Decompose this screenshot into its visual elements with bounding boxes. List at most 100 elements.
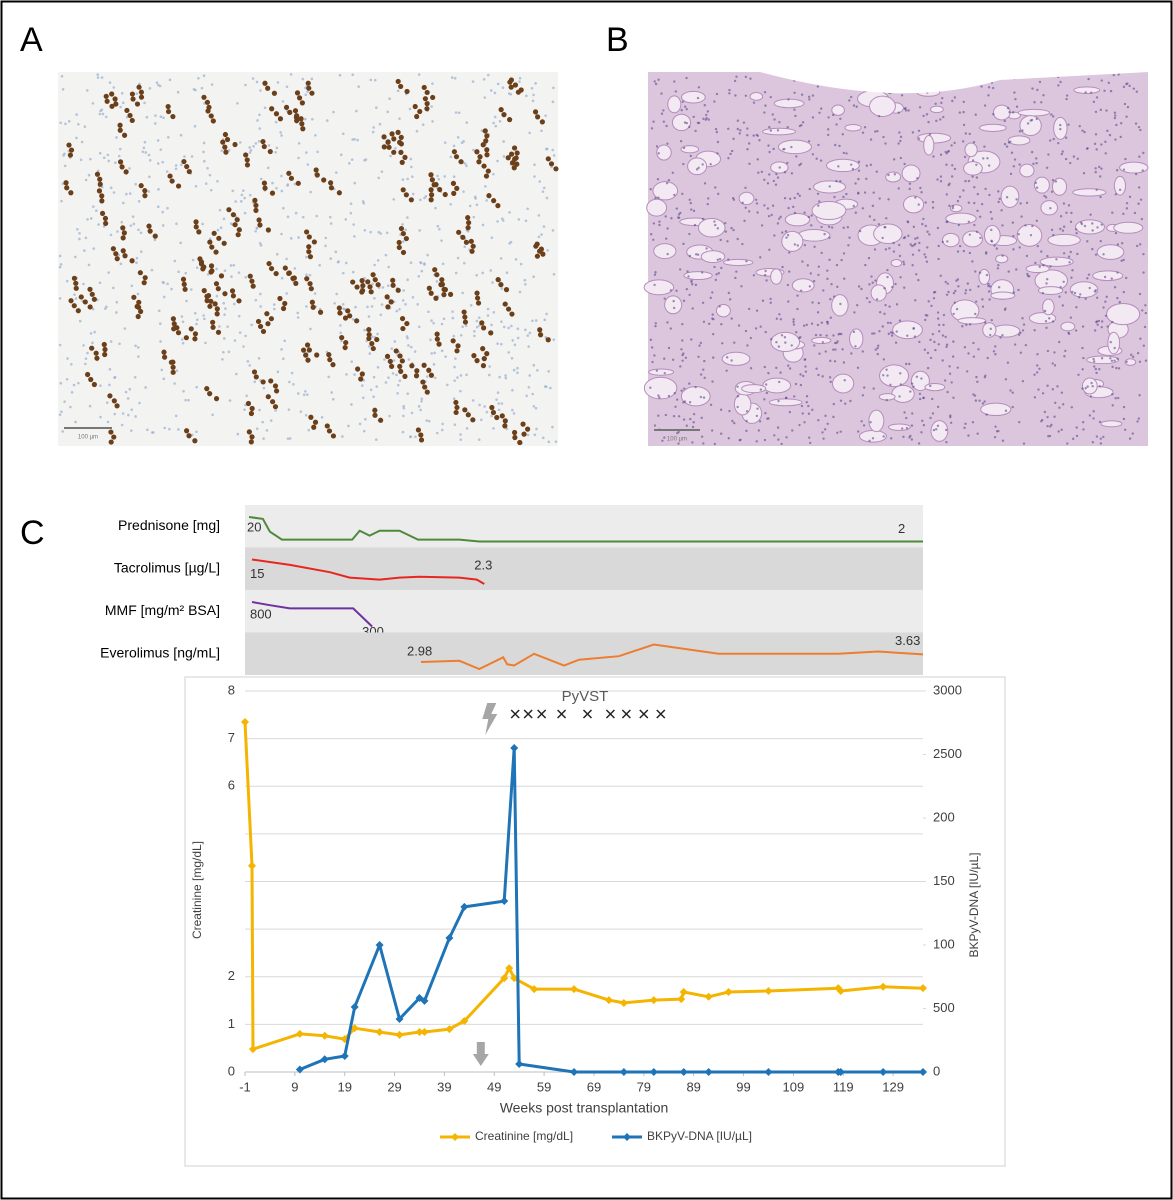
stained-nucleus	[455, 343, 461, 349]
tubule	[982, 322, 997, 338]
nucleus	[113, 376, 116, 380]
nucleus	[486, 314, 490, 317]
nucleus	[430, 352, 433, 355]
nucleus	[179, 163, 183, 167]
stained-nucleus	[293, 280, 299, 286]
nucleus	[318, 263, 321, 267]
stained-nucleus	[399, 315, 406, 322]
nucleus	[98, 281, 102, 285]
nucleus	[1069, 161, 1072, 165]
data-point	[764, 1068, 773, 1076]
nucleus	[465, 427, 469, 430]
stained-nucleus	[385, 304, 391, 310]
nucleus	[849, 95, 853, 99]
nucleus	[945, 440, 948, 444]
stained-nucleus	[503, 287, 510, 293]
nucleus	[857, 160, 861, 164]
arrow-icon	[472, 1042, 489, 1066]
nucleus	[703, 359, 706, 363]
nucleus	[457, 111, 461, 115]
nucleus	[812, 279, 816, 283]
nucleus	[705, 117, 708, 120]
nucleus	[819, 333, 822, 337]
nucleus	[76, 227, 79, 231]
nucleus	[842, 361, 846, 364]
nucleus	[807, 404, 810, 408]
nucleus	[83, 249, 86, 252]
nucleus	[828, 185, 831, 188]
nucleus	[351, 270, 355, 274]
nucleus	[1071, 269, 1074, 272]
nucleus	[1099, 442, 1103, 445]
stained-nucleus	[369, 340, 375, 347]
nucleus	[339, 153, 343, 157]
nucleus	[1050, 228, 1054, 232]
nucleus	[796, 307, 799, 311]
nucleus	[898, 254, 902, 258]
nucleus	[454, 357, 457, 360]
nucleus	[1015, 105, 1019, 108]
nucleus	[899, 372, 902, 375]
nucleus	[1125, 276, 1128, 280]
y2-tick-label: 2500	[933, 746, 962, 761]
data-point	[295, 1029, 304, 1038]
nucleus	[512, 412, 516, 415]
pyvst-marker	[537, 709, 547, 719]
nucleus	[712, 356, 715, 359]
data-point	[247, 861, 256, 870]
nucleus	[652, 222, 656, 225]
nucleus	[398, 379, 402, 382]
nucleus	[724, 230, 727, 233]
nucleus	[195, 318, 199, 322]
nucleus	[739, 129, 742, 132]
nucleus	[258, 113, 261, 117]
nucleus	[962, 189, 965, 192]
nucleus	[1100, 167, 1103, 170]
nucleus	[766, 207, 770, 210]
nucleus	[305, 273, 308, 277]
tubule	[885, 171, 902, 183]
nucleus	[551, 148, 555, 152]
nucleus	[1053, 415, 1056, 418]
nucleus	[208, 173, 212, 177]
nucleus	[409, 157, 413, 161]
nucleus	[874, 279, 877, 282]
stained-nucleus	[502, 301, 508, 307]
nucleus	[792, 205, 795, 209]
nucleus	[720, 323, 723, 326]
y-tick-label: 8	[228, 682, 235, 697]
nucleus	[717, 192, 720, 196]
nucleus	[184, 271, 188, 275]
nucleus	[939, 274, 942, 277]
nucleus	[1088, 286, 1091, 290]
nucleus	[912, 243, 916, 247]
nucleus	[353, 373, 356, 376]
stained-nucleus	[97, 181, 103, 187]
nucleus	[876, 129, 879, 133]
nucleus	[816, 311, 820, 314]
nucleus	[918, 397, 922, 401]
nucleus	[1054, 180, 1058, 183]
nucleus	[490, 414, 493, 418]
nucleus	[684, 356, 688, 359]
nucleus	[77, 381, 80, 385]
nucleus	[200, 86, 204, 90]
stained-nucleus	[439, 277, 445, 283]
nucleus	[808, 441, 812, 445]
stained-nucleus	[295, 180, 301, 186]
tubule	[873, 223, 903, 244]
annotation: PyVST	[562, 688, 609, 705]
nucleus	[159, 148, 163, 151]
nucleus	[924, 201, 927, 204]
nucleus	[887, 198, 890, 201]
nucleus	[313, 292, 317, 295]
stained-nucleus	[491, 198, 497, 204]
nucleus	[729, 298, 732, 301]
stained-nucleus	[470, 243, 476, 249]
nucleus	[1025, 254, 1029, 258]
stained-nucleus	[398, 83, 404, 90]
nucleus	[329, 222, 333, 225]
nucleus	[793, 91, 796, 94]
nucleus	[672, 299, 675, 303]
tubule	[1060, 321, 1076, 332]
